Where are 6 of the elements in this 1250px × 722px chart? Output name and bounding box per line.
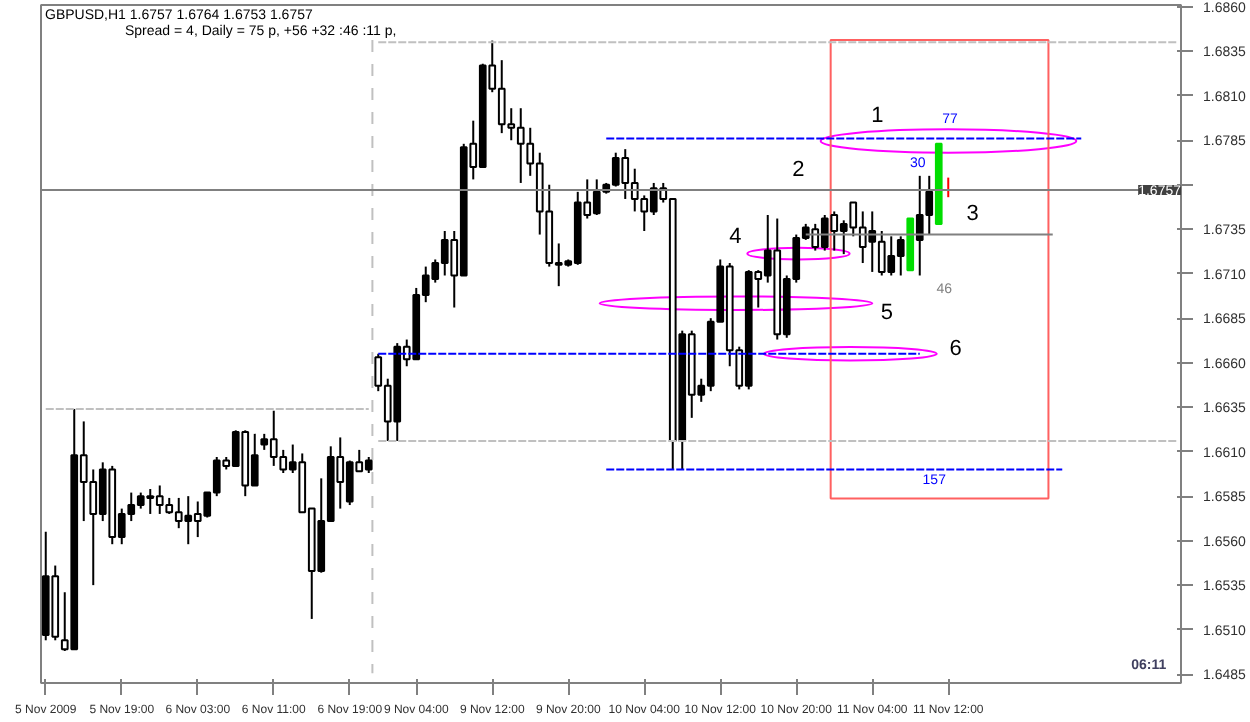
annotation: 4 — [729, 224, 742, 249]
annotation: 1 — [871, 104, 884, 129]
annotation: 3 — [966, 202, 979, 227]
annotation: 5 — [880, 300, 894, 325]
annotation: 6 — [949, 336, 962, 361]
annotation: 2 — [792, 158, 805, 183]
